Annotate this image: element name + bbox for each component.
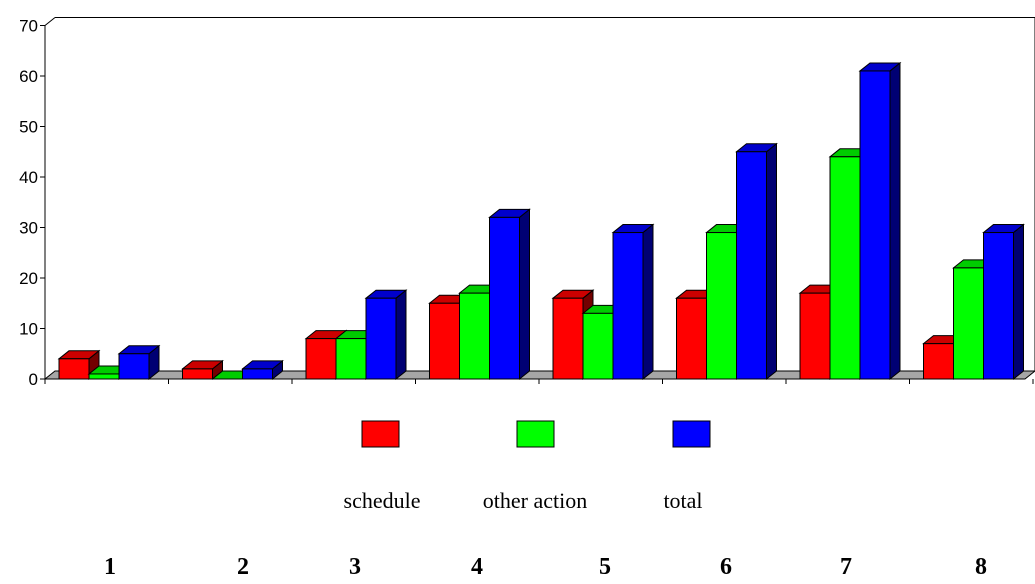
y-tick-label: 50 (19, 118, 38, 137)
category-label-6: 6 (720, 554, 732, 580)
bar-side-face (766, 142, 777, 381)
bar-front-face (923, 343, 954, 380)
y-tick-label: 30 (19, 219, 38, 238)
bar-total-8 (982, 223, 1025, 381)
y-tick-label: 10 (19, 320, 38, 339)
bar-front-face (612, 232, 644, 380)
chart-bars (57, 61, 1025, 381)
bar-front-face (582, 312, 614, 380)
bar-front-face (429, 302, 460, 380)
bar-front-face (305, 338, 337, 380)
bar-front-face (736, 151, 767, 380)
category-label-3: 3 (349, 554, 361, 580)
bar-front-face (953, 267, 984, 380)
bar-front-face (706, 232, 737, 380)
bar-front-face (983, 232, 1014, 380)
wall-corner-line (44, 17, 56, 26)
y-tick-label: 0 (29, 370, 38, 389)
category-label-5: 5 (599, 554, 611, 580)
y-tick-label: 20 (19, 269, 38, 288)
bar-total-3 (364, 289, 408, 381)
bar-front-face (242, 368, 273, 380)
bar-front-face (58, 358, 90, 380)
category-label-7: 7 (840, 554, 852, 580)
bar-side-face (519, 208, 530, 381)
category-label-1: 1 (104, 554, 116, 580)
legend-swatch-total (672, 420, 711, 448)
legend-swatch-other-action (516, 420, 555, 448)
legend-label-other-action: other action (483, 488, 587, 513)
legend-swatch-schedule (361, 420, 400, 448)
bar-total-2 (241, 359, 284, 381)
y-tick-label: 70 (19, 17, 38, 36)
bar-front-face (182, 368, 213, 380)
y-tick-label: 40 (19, 168, 38, 187)
category-label-2: 2 (237, 554, 249, 580)
bar-front-face (829, 156, 861, 380)
bar-front-face (859, 70, 891, 380)
bar-front-face (489, 216, 520, 380)
bar-schedule-2 (181, 359, 224, 381)
bar-total-5 (611, 223, 655, 381)
bar-total-7 (858, 61, 902, 381)
bar-front-face (88, 373, 120, 380)
bar-front-face (676, 297, 707, 380)
bar-side-face (395, 289, 407, 381)
bar-side-face (642, 223, 654, 381)
bar-side-face (889, 61, 901, 381)
category-label-4: 4 (471, 554, 483, 580)
bar-front-face (335, 338, 367, 380)
bar-front-face (118, 353, 150, 380)
bar-front-face (459, 292, 490, 380)
category-labels: 1 2 3 4 5 6 7 8 (104, 554, 987, 580)
bar-front-face (365, 297, 397, 380)
bar-total-4 (488, 208, 531, 381)
bar-side-face (1013, 223, 1024, 381)
bar-front-face (799, 292, 831, 380)
bar-total-6 (735, 142, 778, 381)
legend-label-total: total (663, 488, 702, 513)
legend-label-schedule: schedule (344, 488, 421, 513)
category-label-8: 8 (975, 554, 987, 580)
y-tick-label: 60 (19, 67, 38, 86)
bar-front-face (552, 297, 584, 380)
chart-legend: schedule other action total (344, 420, 711, 513)
bar-total-1 (117, 344, 161, 381)
